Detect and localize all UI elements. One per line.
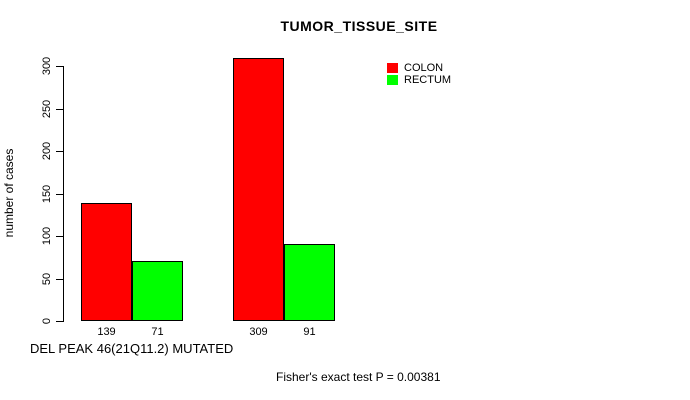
legend-label: COLON — [404, 62, 444, 74]
y-axis-title: number of cases — [2, 148, 16, 238]
y-tick-label: 200 — [41, 141, 53, 161]
mutation-note: DEL PEAK 46(21Q11.2) MUTATED — [30, 341, 234, 356]
y-axis-line — [63, 66, 64, 322]
y-tick — [56, 66, 63, 67]
y-tick — [56, 108, 63, 110]
y-tick — [56, 193, 63, 195]
bar-count-label: 139 — [97, 326, 116, 338]
y-tick-label: 50 — [41, 272, 53, 285]
y-tick — [56, 321, 63, 322]
legend: COLON RECTUM — [387, 62, 451, 86]
bar-rectum-group1 — [132, 260, 183, 321]
legend-swatch-rectum — [387, 75, 398, 85]
bar-count-label: 91 — [303, 326, 316, 338]
y-tick — [56, 151, 63, 152]
legend-swatch-colon — [387, 63, 398, 73]
bar-colon-group1 — [81, 202, 132, 321]
bar-count-label: 309 — [249, 326, 268, 338]
y-tick-label: 250 — [41, 99, 53, 118]
chart-title: TUMOR_TISSUE_SITE — [280, 18, 438, 34]
legend-item-colon: COLON — [387, 62, 451, 74]
y-tick-label: 0 — [41, 317, 53, 325]
y-tick-label: 100 — [41, 226, 53, 246]
legend-label: RECTUM — [404, 74, 452, 86]
bar-rectum-group2 — [284, 243, 335, 321]
bar-colon-group2 — [233, 58, 284, 321]
fisher-test-note: Fisher's exact test P = 0.00381 — [276, 370, 441, 384]
y-tick — [56, 278, 63, 280]
y-tick-label: 150 — [41, 184, 53, 203]
bar-count-label: 71 — [151, 326, 164, 338]
legend-item-rectum: RECTUM — [387, 74, 451, 86]
y-tick — [56, 236, 63, 237]
y-tick-label: 300 — [41, 56, 53, 76]
